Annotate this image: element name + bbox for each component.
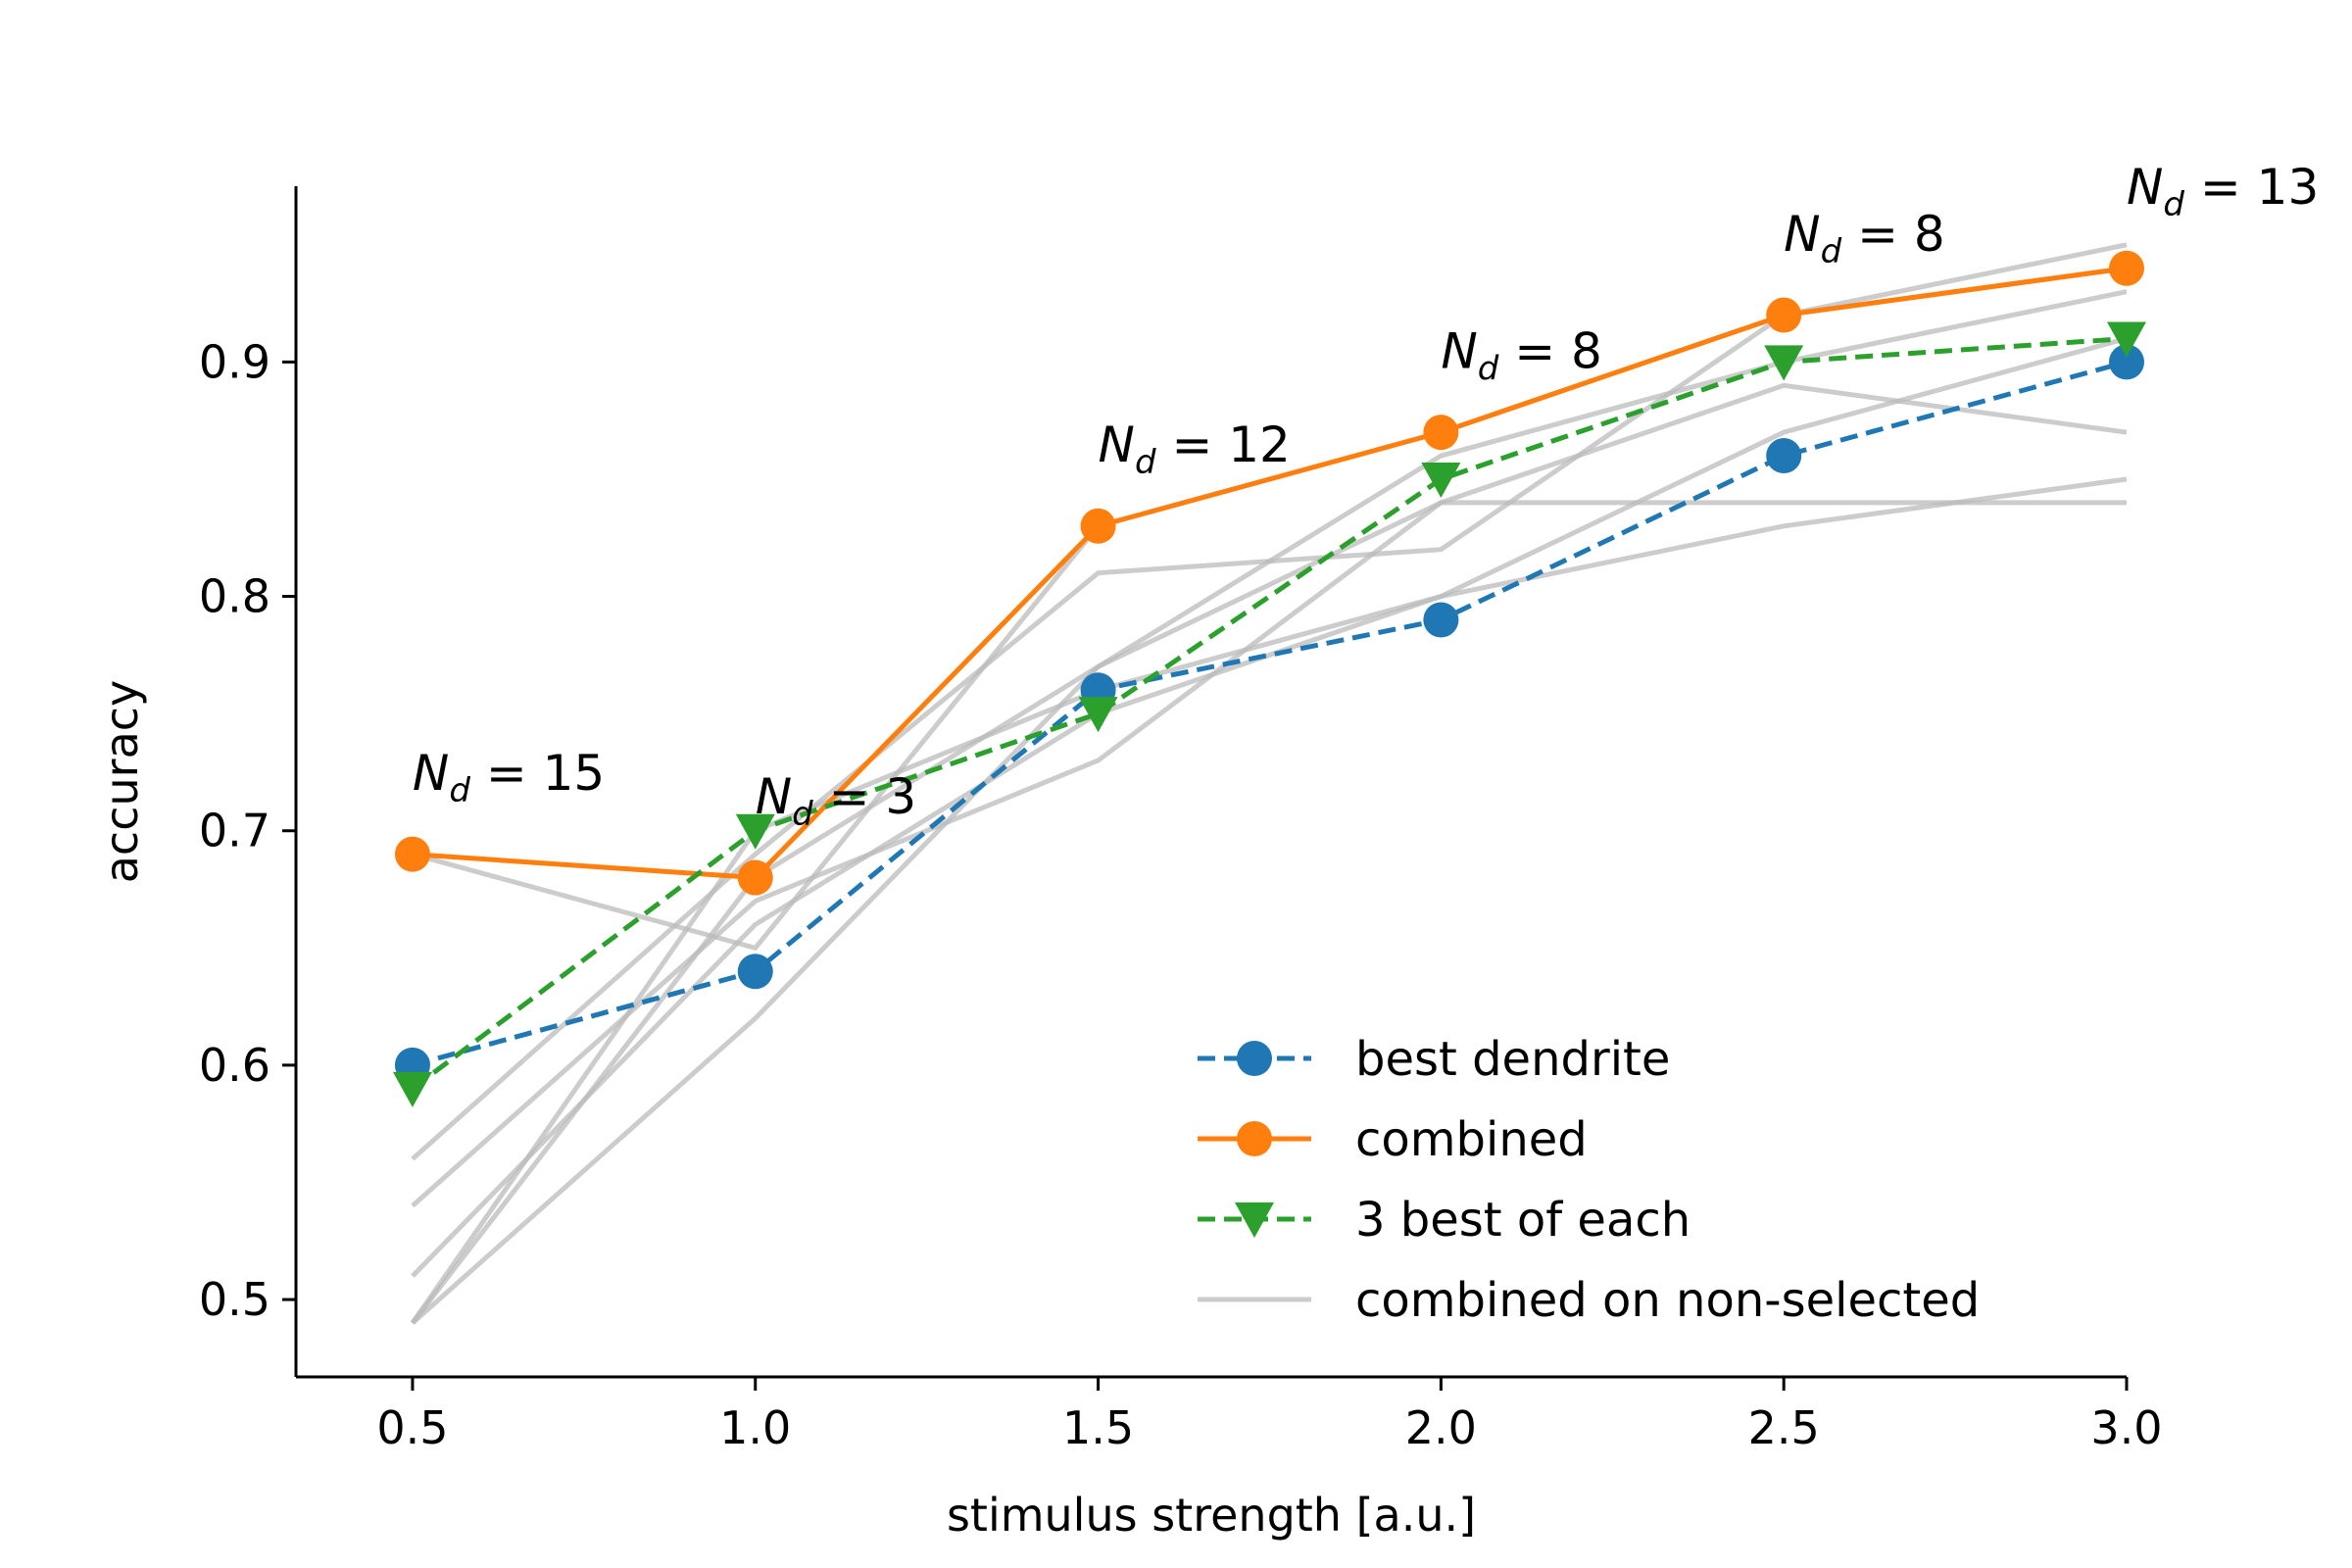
annotations: Nd = 15 Nd = 3 Nd = 12 Nd = 8 Nd = 8 Nd = 13 [413,159,2319,834]
data-point-combined [737,859,773,896]
y-tick-label: 0.8 [199,570,270,623]
data-point-best-dendrite [1766,438,1802,474]
data-point-3-best-of-each [1421,462,1461,498]
series-markers [392,250,2146,1107]
y-tick-label: 0.5 [199,1273,270,1326]
legend-item: combined [1198,1112,1588,1167]
data-point-combined [2109,250,2144,286]
legend-marker [1237,1121,1272,1156]
data-point-best-dendrite [737,954,773,990]
data-point-3-best-of-each [2107,321,2146,358]
x-tick-label: 2.5 [1748,1401,1820,1454]
y-tick-label: 0.6 [199,1039,270,1092]
data-point-combined [1080,508,1116,544]
data-point-best-dendrite [2109,344,2144,380]
y-tick-label: 0.7 [199,805,270,858]
legend-label: best dendrite [1355,1032,1670,1087]
x-tick-label: 0.5 [376,1401,448,1454]
legend: best dendrite combined 3 best of each combi… [1198,1032,1980,1328]
y-tick-label: 0.9 [199,335,270,388]
data-point-combined [394,836,430,872]
legend-item: combined on non-selected [1198,1273,1980,1328]
legend-item: 3 best of each [1198,1193,1690,1248]
series-line-combined [412,266,2128,881]
data-point-3-best-of-each [392,1071,432,1107]
non-selected-line [411,500,2127,1325]
x-tick-label: 3.0 [2090,1401,2162,1454]
axes [294,186,2127,1379]
series-lines [411,266,2128,1091]
legend-label: combined on non-selected [1355,1273,1980,1328]
annotation-label: Nd = 13 [2127,159,2319,224]
x-tick-label: 1.5 [1062,1401,1134,1454]
non-selected-line [411,336,2128,1278]
annotation-label: Nd = 3 [756,768,917,834]
x-tick-label: 1.0 [719,1401,791,1454]
data-point-3-best-of-each [735,813,775,850]
legend-marker [1237,1041,1272,1076]
annotation-label: Nd = 8 [1784,206,1945,271]
non-selected-line [411,382,2128,1208]
data-point-combined [1766,297,1802,333]
y-axis-label: accuracy [95,680,148,884]
series-line-best-dendrite [412,359,2128,1068]
non-selected-line [410,289,2128,1325]
data-point-best-dendrite [1423,602,1459,638]
background-lines [410,242,2128,1325]
x-tick-label: 2.0 [1405,1401,1477,1454]
y-ticks: 0.5 0.6 0.7 0.8 0.9 [199,335,296,1326]
data-point-3-best-of-each [1764,345,1804,381]
non-selected-line [411,266,2128,1161]
legend-label: combined [1355,1112,1588,1167]
series-line-3-best-of-each [411,335,2128,1091]
data-point-3-best-of-each [1078,697,1118,733]
annotation-label: Nd = 12 [1099,416,1291,482]
annotation-label: Nd = 8 [1441,322,1602,388]
legend-marker [1235,1202,1274,1238]
legend-label: 3 best of each [1355,1193,1690,1248]
data-point-combined [1423,415,1459,451]
x-ticks: 0.5 1.0 1.5 2.0 2.5 3.0 [376,1377,2163,1454]
non-selected-line [410,476,2128,1325]
legend-item: best dendrite [1198,1032,1670,1087]
non-selected-line [412,242,2128,952]
x-axis-label: stimulus strength [a.u.] [947,1489,1476,1542]
annotation-label: Nd = 15 [413,745,605,810]
